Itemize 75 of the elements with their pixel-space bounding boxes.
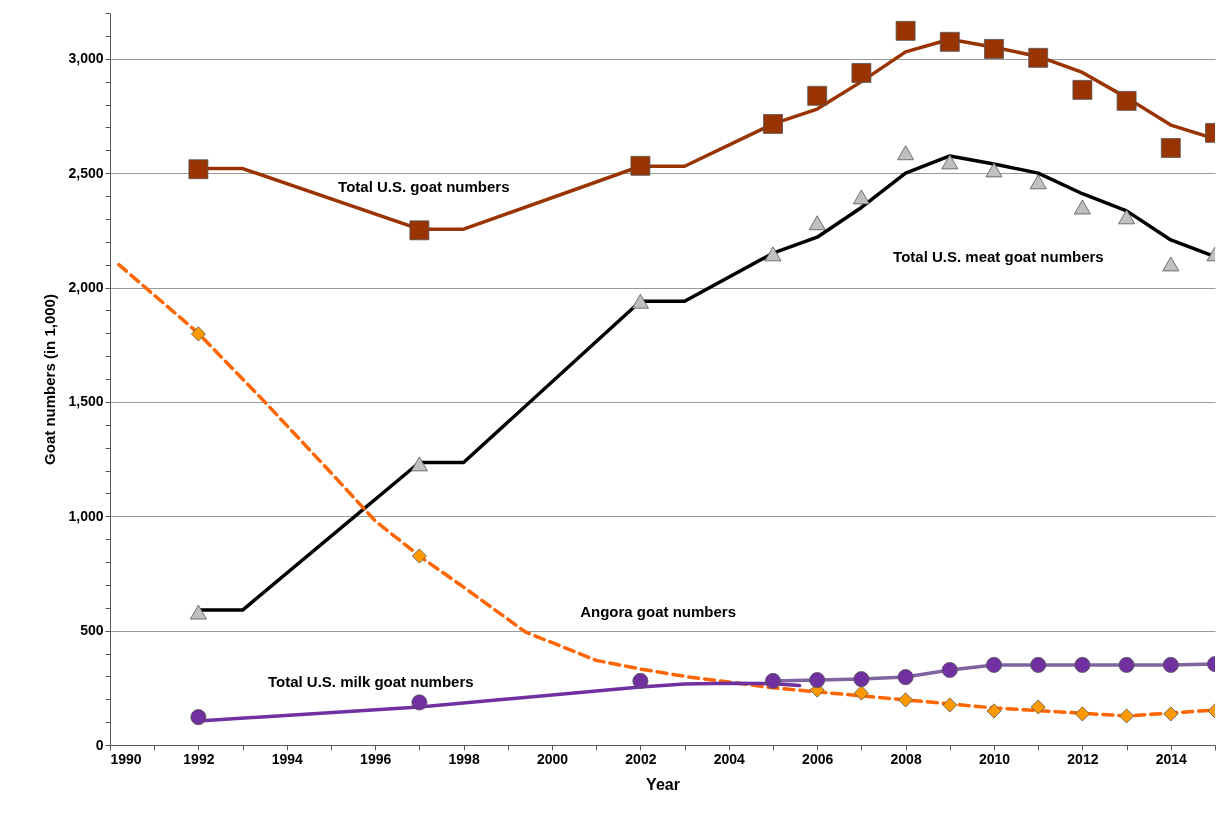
point <box>764 246 782 262</box>
point <box>189 604 207 620</box>
point <box>410 456 428 472</box>
point <box>1118 209 1136 225</box>
point <box>1073 199 1091 215</box>
x-tick-label: 2014 <box>1155 750 1188 767</box>
point <box>411 694 428 711</box>
point <box>852 189 870 205</box>
point <box>1116 90 1137 111</box>
point <box>807 85 828 106</box>
point <box>1028 47 1049 68</box>
x-axis-title: Year <box>646 775 680 793</box>
x-tick-label: 1996 <box>360 750 392 767</box>
point <box>808 215 826 231</box>
point <box>631 293 649 309</box>
x-tick-label: 1994 <box>271 750 304 767</box>
x-tick-label: 1998 <box>448 750 480 767</box>
x-tick-label: 1992 <box>183 750 215 767</box>
point <box>409 220 430 241</box>
point <box>853 685 869 701</box>
point <box>1030 699 1046 715</box>
y-tick-label: 1,500 <box>68 393 104 410</box>
point <box>763 114 783 134</box>
point <box>1163 706 1179 722</box>
point <box>1118 656 1135 673</box>
point <box>986 703 1002 719</box>
point <box>897 145 915 161</box>
point <box>1030 656 1047 673</box>
point <box>898 692 914 708</box>
y-tick-label: 0 <box>95 736 104 753</box>
point <box>765 672 781 689</box>
point <box>1029 174 1047 190</box>
text: Total U.S. meat goat numbers <box>893 247 1104 265</box>
point <box>941 154 959 170</box>
point <box>895 20 916 41</box>
point <box>632 672 649 689</box>
y-tick-label: 2,500 <box>68 164 104 181</box>
point <box>188 159 209 180</box>
point <box>809 672 826 688</box>
y-tick-label: 3,000 <box>68 50 104 67</box>
series-label: Total U.S. goat numbers <box>338 177 510 195</box>
x-tick-label: 1990 <box>110 750 142 767</box>
point <box>986 656 1002 673</box>
point <box>942 697 958 713</box>
point <box>941 662 958 678</box>
point <box>897 669 914 686</box>
point <box>1074 656 1091 673</box>
point <box>411 548 427 564</box>
x-tick-label: 2010 <box>978 750 1011 767</box>
x-tick-label: 2002 <box>625 750 657 767</box>
point <box>1160 138 1181 158</box>
y-tick-label: 500 <box>80 622 104 639</box>
point <box>851 63 872 83</box>
point <box>190 709 207 726</box>
y-tick-label: 2,000 <box>68 279 104 295</box>
point <box>984 39 1004 59</box>
point <box>1119 708 1135 724</box>
x-tick-label: 2008 <box>890 750 922 767</box>
x-tick-label: 2006 <box>802 750 834 767</box>
point <box>1162 656 1179 673</box>
point <box>190 326 206 342</box>
y-axis-title: Goat numbers (in 1,000) <box>41 294 59 465</box>
point <box>939 31 960 52</box>
x-tick-label: 2012 <box>1067 750 1099 767</box>
point <box>1074 706 1090 722</box>
series-label: Total U.S. milk goat numbers <box>267 673 474 691</box>
point <box>1072 79 1093 100</box>
text: Angora goat numbers <box>580 603 737 621</box>
x-tick-label: 2000 <box>536 750 569 767</box>
point <box>630 155 651 176</box>
point <box>853 671 870 688</box>
x-tick-label: 2004 <box>713 750 746 767</box>
point <box>985 162 1003 178</box>
y-tick-label: 1,000 <box>68 507 104 524</box>
point <box>1162 256 1180 272</box>
